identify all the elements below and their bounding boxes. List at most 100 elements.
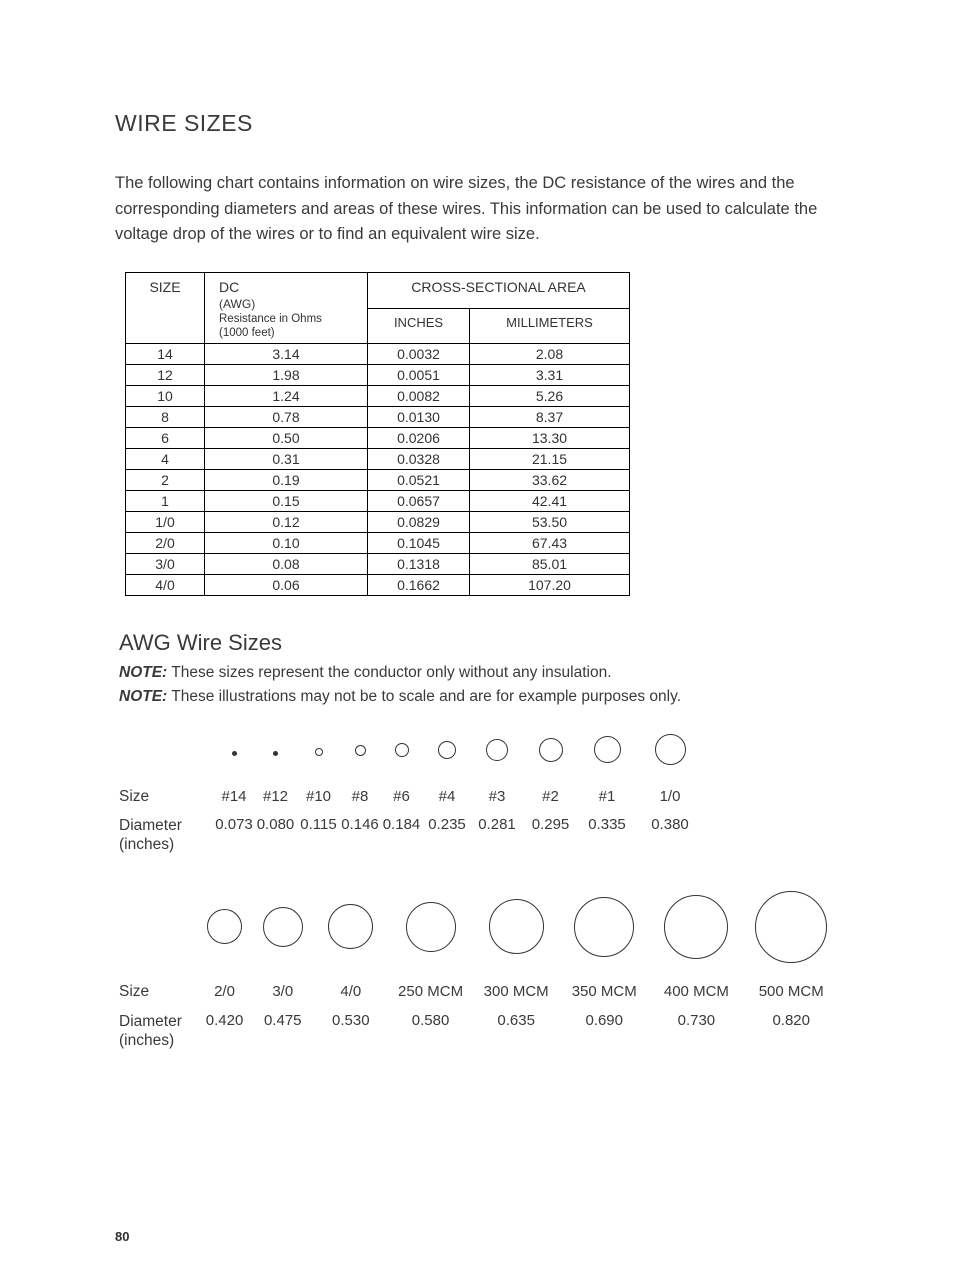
hdr-dc-main: DC — [219, 279, 239, 295]
table-cell: 0.1045 — [368, 532, 470, 553]
table-cell: 42.41 — [470, 490, 630, 511]
wire-circle-icon — [273, 751, 278, 756]
wire-circle-cell — [254, 724, 297, 780]
table-cell: 0.19 — [205, 469, 368, 490]
wire-illustration-2: Size2/03/04/0250 MCM300 MCM350 MCM400 MC… — [119, 884, 839, 1060]
table-cell: 1.98 — [205, 364, 368, 385]
wire-circle-icon — [574, 897, 634, 957]
wire-illustration-1: Size#14#12#10#8#6#4#3#2#11/0Diameter(inc… — [119, 724, 704, 864]
wire-circle-cell — [559, 884, 649, 974]
wire-circle-icon — [594, 736, 621, 763]
wire-diam-cell: 0.146 — [340, 814, 380, 864]
wire-size-cell: 1/0 — [636, 780, 704, 814]
wire-circle-cell — [471, 724, 523, 780]
table-row: 4/00.060.1662107.20 — [126, 574, 630, 595]
table-cell: 53.50 — [470, 511, 630, 532]
table-cell: 0.1318 — [368, 553, 470, 574]
col-header-mm: MILLIMETERS — [470, 308, 630, 343]
wire-size-cell: 3/0 — [252, 974, 314, 1010]
col-header-inches: INCHES — [368, 308, 470, 343]
wire-circle-cell — [340, 724, 380, 780]
note-label-1: NOTE: — [119, 664, 167, 681]
illus-size-label: Size — [119, 780, 214, 814]
wire-diam-cell: 0.420 — [197, 1010, 252, 1060]
wire-size-cell: #3 — [471, 780, 523, 814]
wire-diam-cell: 0.730 — [649, 1010, 743, 1060]
wire-circle-cell — [473, 884, 559, 974]
wire-circle-cell — [297, 724, 340, 780]
table-row: 3/00.080.131885.01 — [126, 553, 630, 574]
wire-circle-icon — [232, 751, 237, 756]
table-cell: 6 — [126, 427, 205, 448]
table-cell: 67.43 — [470, 532, 630, 553]
table-cell: 2 — [126, 469, 205, 490]
wire-diam-cell: 0.184 — [380, 814, 423, 864]
wire-diam-cell: 0.690 — [559, 1010, 649, 1060]
wire-circle-icon — [664, 895, 728, 959]
intro-paragraph: The following chart contains information… — [115, 171, 839, 248]
note-1: NOTE: These sizes represent the conducto… — [119, 664, 839, 682]
table-cell: 0.0328 — [368, 448, 470, 469]
wire-diam-cell: 0.380 — [636, 814, 704, 864]
table-row: 101.240.00825.26 — [126, 385, 630, 406]
col-header-xsec: CROSS-SECTIONAL AREA — [368, 272, 630, 308]
hdr-dc-sub3: (1000 feet) — [219, 327, 359, 339]
note-label-2: NOTE: — [119, 688, 167, 705]
table-cell: 0.0130 — [368, 406, 470, 427]
table-cell: 33.62 — [470, 469, 630, 490]
table-cell: 0.0521 — [368, 469, 470, 490]
table-cell: 0.0657 — [368, 490, 470, 511]
wire-circle-cell — [743, 884, 839, 974]
hdr-dc-sub1: (AWG) — [219, 297, 359, 311]
wire-circle-icon — [395, 743, 409, 757]
table-cell: 4 — [126, 448, 205, 469]
table-row: 1/00.120.082953.50 — [126, 511, 630, 532]
wire-diam-cell: 0.073 — [214, 814, 254, 864]
table-cell: 0.0206 — [368, 427, 470, 448]
table-cell: 0.50 — [205, 427, 368, 448]
wire-circle-icon — [328, 904, 373, 949]
wire-size-cell: 2/0 — [197, 974, 252, 1010]
table-row: 10.150.065742.41 — [126, 490, 630, 511]
table-cell: 107.20 — [470, 574, 630, 595]
table-cell: 3/0 — [126, 553, 205, 574]
table-row: 20.190.052133.62 — [126, 469, 630, 490]
table-cell: 0.12 — [205, 511, 368, 532]
table-row: 121.980.00513.31 — [126, 364, 630, 385]
wire-diam-cell: 0.115 — [297, 814, 340, 864]
wire-circle-cell — [423, 724, 471, 780]
wire-size-cell: #4 — [423, 780, 471, 814]
wire-circle-cell — [314, 884, 388, 974]
illus-row-label — [119, 884, 197, 974]
wire-circle-icon — [263, 907, 303, 947]
wire-size-cell: 500 MCM — [743, 974, 839, 1010]
table-cell: 5.26 — [470, 385, 630, 406]
table-cell: 0.1662 — [368, 574, 470, 595]
wire-circle-icon — [486, 739, 508, 761]
col-header-dc: DC (AWG) Resistance in Ohms (1000 feet) — [205, 272, 368, 343]
table-cell: 10 — [126, 385, 205, 406]
wire-diam-cell: 0.281 — [471, 814, 523, 864]
wire-diam-cell: 0.475 — [252, 1010, 314, 1060]
table-cell: 0.0082 — [368, 385, 470, 406]
table-cell: 3.31 — [470, 364, 630, 385]
table-cell: 0.31 — [205, 448, 368, 469]
table-cell: 0.78 — [205, 406, 368, 427]
wire-size-cell: #12 — [254, 780, 297, 814]
table-cell: 1 — [126, 490, 205, 511]
wire-diam-cell: 0.820 — [743, 1010, 839, 1060]
wire-size-cell: 4/0 — [314, 974, 388, 1010]
table-cell: 1.24 — [205, 385, 368, 406]
table-cell: 12 — [126, 364, 205, 385]
note-text-2: These illustrations may not be to scale … — [167, 688, 681, 705]
wire-circle-icon — [355, 745, 366, 756]
wire-diam-cell: 0.235 — [423, 814, 471, 864]
wire-circle-cell — [380, 724, 423, 780]
wire-diam-cell: 0.635 — [473, 1010, 559, 1060]
wire-diam-cell: 0.295 — [523, 814, 578, 864]
table-cell: 13.30 — [470, 427, 630, 448]
table-cell: 2.08 — [470, 343, 630, 364]
table-cell: 8.37 — [470, 406, 630, 427]
table-cell: 1/0 — [126, 511, 205, 532]
wire-size-cell: #8 — [340, 780, 380, 814]
